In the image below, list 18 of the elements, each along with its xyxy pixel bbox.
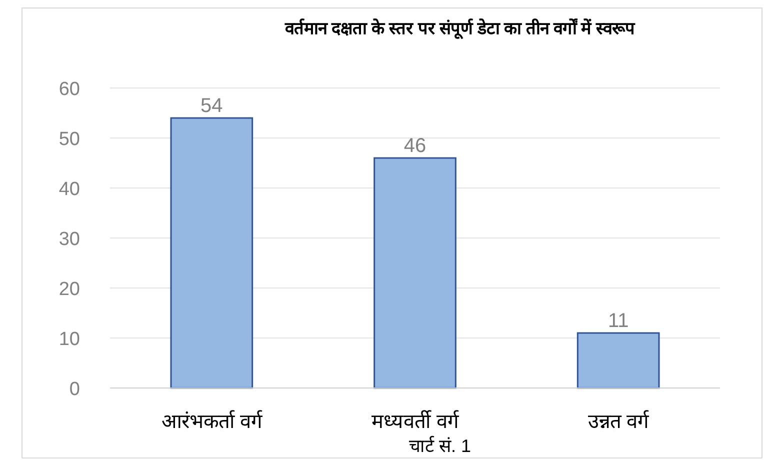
y-tick-label: 50 — [58, 129, 80, 150]
chart-title: वर्तमान दक्षता के स्तर पर संपूर्ण डेटा का तीन वर्गों में स्वरूप — [284, 18, 636, 40]
data-label: 46 — [404, 135, 426, 157]
text: चार्ट सं. 1 — [408, 435, 472, 456]
x-tick-label: उन्नत वर्ग — [588, 410, 650, 433]
bar — [374, 157, 456, 389]
y-tick-label: 0 — [69, 379, 80, 400]
data-label: 11 — [608, 310, 629, 332]
x-tick-label: मध्यवर्ती वर्ग — [372, 410, 460, 433]
y-tick-label: 40 — [58, 179, 80, 200]
y-tick-label: 30 — [58, 229, 80, 250]
x-tick-label: आरंभकर्ता वर्ग — [161, 410, 263, 433]
bar — [170, 117, 254, 389]
y-tick-label: 10 — [58, 329, 80, 350]
y-tick-label: 60 — [58, 79, 80, 100]
bar — [576, 332, 660, 389]
y-tick-label: 20 — [58, 279, 80, 300]
data-label: 54 — [200, 95, 223, 117]
